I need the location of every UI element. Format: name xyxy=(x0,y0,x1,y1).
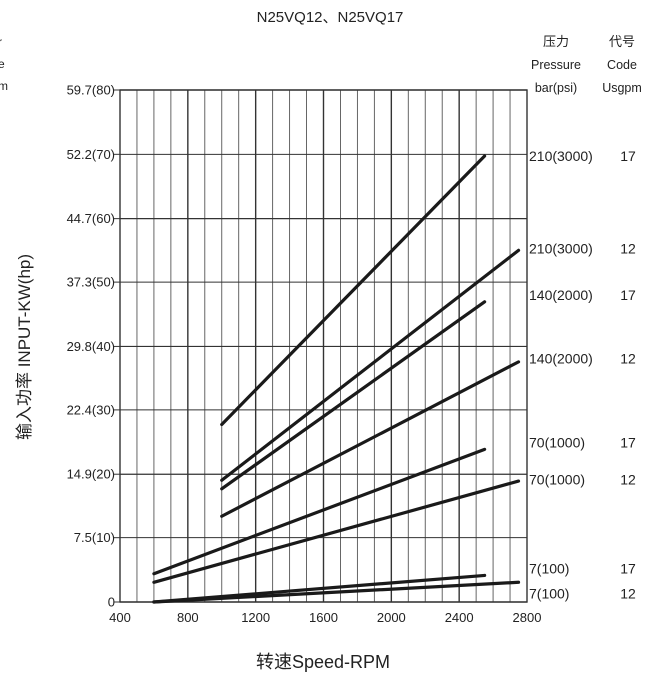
series-pressure-label: 210(3000) xyxy=(529,241,593,257)
series-code-label: 17 xyxy=(620,561,636,577)
series-line-701000-17 xyxy=(152,447,487,576)
series-code-label: 12 xyxy=(620,350,636,366)
x-tick-label: 2800 xyxy=(513,610,542,625)
y-tick-label: 52.2(70) xyxy=(67,147,115,162)
plot-frame xyxy=(119,89,528,603)
series-line-701000-12 xyxy=(152,479,521,584)
y-tick-label: 22.4(30) xyxy=(67,402,115,417)
series-code-label: 12 xyxy=(620,471,636,487)
series-code-label: 17 xyxy=(620,148,636,164)
series-pressure-label: 7(100) xyxy=(529,585,569,601)
x-tick-labels: 400 800 1200 1600 2000 2400 2800 xyxy=(109,610,541,625)
series-code-label: 17 xyxy=(620,287,636,303)
series-line-1402000-17 xyxy=(220,300,487,491)
series-pressure-label: 140(2000) xyxy=(529,350,593,366)
series-line-7100-12 xyxy=(152,580,521,604)
pressure-header-unit: bar(psi) xyxy=(535,81,577,95)
chart-title: N25VQ12、N25VQ17 xyxy=(257,9,404,26)
series-pressure-label: 70(1000) xyxy=(529,434,585,450)
code-header-unit: Usgpm xyxy=(602,81,642,95)
code-header-en: Code xyxy=(607,58,637,72)
y-axis-label: 输入功率 INPUT-KW(hp) xyxy=(15,254,34,440)
x-tick-label: 2000 xyxy=(377,610,406,625)
y-tick-label: 37.3(50) xyxy=(67,275,115,290)
series-pressure-label: 140(2000) xyxy=(529,287,593,303)
series-pressure-label: 210(3000) xyxy=(529,148,593,164)
left-header-cut-3: m xyxy=(0,79,8,93)
y-tick-label: 0 xyxy=(108,595,115,610)
pressure-header-en: Pressure xyxy=(531,58,581,72)
left-header-cut-2: e xyxy=(0,57,5,71)
series-pressure-label: 70(1000) xyxy=(529,471,585,487)
y-tick-label: 7.5(10) xyxy=(74,530,115,545)
series-lines xyxy=(152,154,521,604)
grid xyxy=(114,89,528,603)
series-line-2103000-17 xyxy=(220,154,487,427)
series-code-label: 12 xyxy=(620,241,636,257)
y-tick-labels: 0 7.5(10) 14.9(20) 22.4(30) 29.8(40) 37.3(50)… xyxy=(67,83,115,610)
series-pressure-label: 7(100) xyxy=(529,561,569,577)
pressure-header-cn: 压力 xyxy=(543,34,569,49)
x-tick-label: 400 xyxy=(109,610,131,625)
left-header-cut-1: r xyxy=(0,35,2,49)
y-tick-label: 14.9(20) xyxy=(67,467,115,482)
y-tick-label: 44.7(60) xyxy=(67,211,115,226)
x-tick-label: 2400 xyxy=(445,610,474,625)
y-tick-label: 59.7(80) xyxy=(67,83,115,98)
series-code-label: 17 xyxy=(620,434,636,450)
series-code-label: 12 xyxy=(620,585,636,601)
series-end-labels: 210(3000) 17 210(3000) 12 140(2000) 17 140(200… xyxy=(529,148,636,601)
x-axis-label: 转速Speed-RPM xyxy=(256,652,390,672)
series-line-1402000-12 xyxy=(220,360,521,518)
x-tick-label: 1600 xyxy=(309,610,338,625)
code-header-cn: 代号 xyxy=(609,34,635,49)
series-line-2103000-12 xyxy=(220,248,521,482)
x-tick-label: 1200 xyxy=(241,610,270,625)
x-tick-label: 800 xyxy=(177,610,199,625)
y-tick-label: 29.8(40) xyxy=(67,339,115,354)
